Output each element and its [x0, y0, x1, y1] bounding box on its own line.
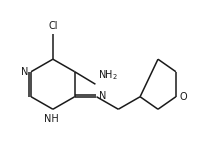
- Text: O: O: [179, 92, 187, 102]
- Text: Cl: Cl: [48, 21, 58, 31]
- Text: N: N: [21, 67, 28, 77]
- Text: NH: NH: [44, 113, 58, 123]
- Text: NH$_2$: NH$_2$: [98, 69, 118, 82]
- Text: N: N: [99, 91, 106, 101]
